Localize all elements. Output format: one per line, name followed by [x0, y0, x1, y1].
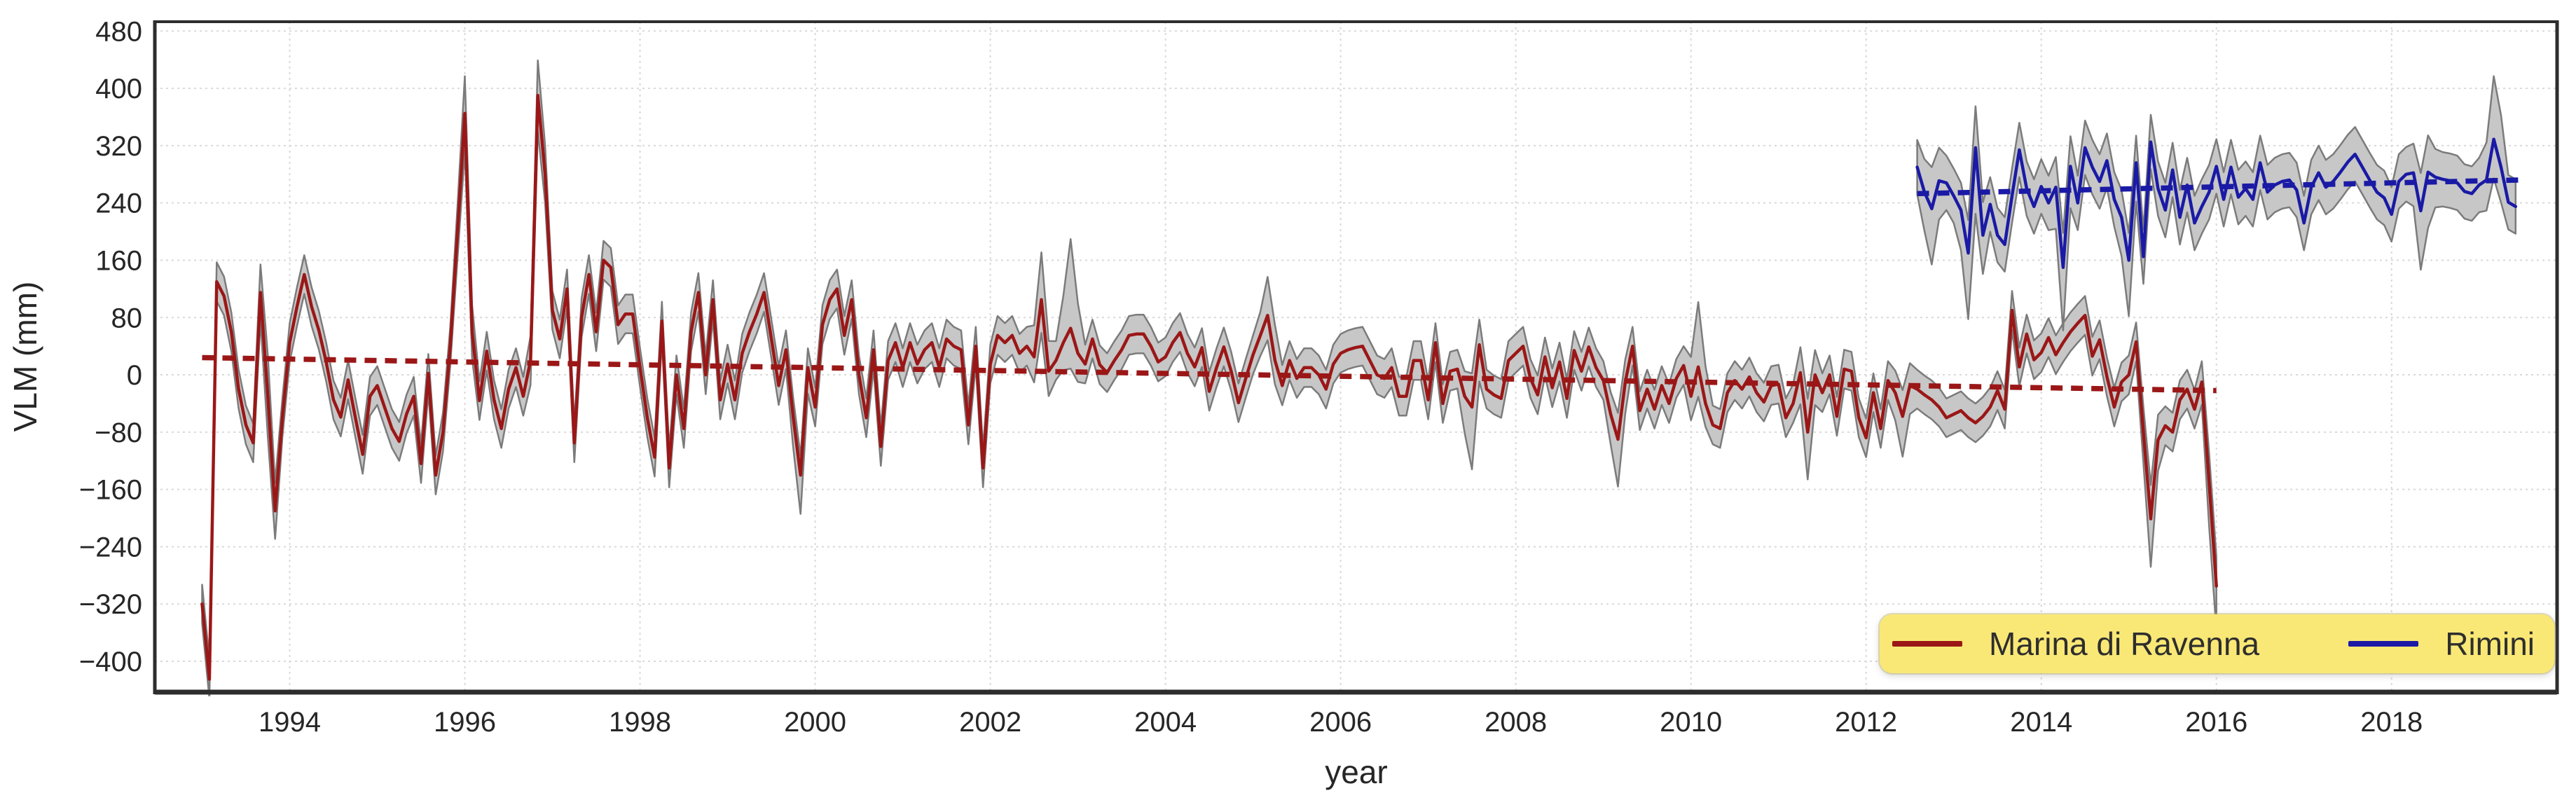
x-tick-label: 2016 — [2185, 707, 2247, 738]
x-tick-label: 2002 — [959, 707, 1021, 738]
x-axis-title: year — [1325, 754, 1387, 790]
x-tick-label: 2006 — [1309, 707, 1372, 738]
uncertainty-band-marina-di-ravenna — [201, 59, 2217, 696]
y-tick-label: 320 — [95, 131, 142, 162]
x-tick-label: 2000 — [784, 707, 846, 738]
legend-entry-marina-di-ravenna: Marina di Ravenna — [1892, 625, 2259, 663]
tick-label-layer: 480 400 320 240 160 80 0 −80 −160 −240 −320 −400 199… — [79, 16, 2423, 738]
y-tick-label: 0 — [127, 360, 142, 391]
y-tick-label: −240 — [79, 532, 142, 563]
y-axis-title: VLM (mm) — [7, 282, 43, 432]
legend-label-rimini: Rimini — [2445, 626, 2535, 662]
y-tick-label: 240 — [95, 188, 142, 219]
y-tick-label: −80 — [95, 418, 142, 448]
legend-entry-rimini: Rimini — [2348, 625, 2535, 663]
trend-line-marina-di-ravenna — [202, 354, 2217, 394]
legend: Marina di Ravenna Rimini — [1880, 614, 2554, 673]
x-tick-label: 1998 — [609, 707, 671, 738]
y-tick-label: 160 — [95, 245, 142, 276]
x-tick-label: 2008 — [1485, 707, 1547, 738]
y-tick-label: −400 — [79, 647, 142, 677]
x-tick-label: 1994 — [259, 707, 321, 738]
legend-label-marina-di-ravenna: Marina di Ravenna — [1989, 626, 2260, 662]
series-line-layer — [200, 94, 2518, 681]
series-line-rimini — [1915, 137, 2518, 269]
x-tick-label: 2010 — [1660, 707, 1722, 738]
uncertainty-band-rimini — [1916, 75, 2517, 331]
y-tick-label: 400 — [95, 74, 142, 104]
y-tick-label: −160 — [79, 475, 142, 506]
uncertainty-band-layer — [201, 59, 2517, 696]
x-tick-label: 2014 — [2010, 707, 2072, 738]
series-line-marina-di-ravenna — [200, 94, 2218, 681]
marina-di-ravenna-line-swatch — [1892, 641, 1962, 647]
trend-line-layer — [202, 177, 2519, 394]
x-tick-label: 2018 — [2360, 707, 2423, 738]
x-tick-label: 2012 — [1835, 707, 1897, 738]
x-tick-label: 2004 — [1134, 707, 1197, 738]
axes-frame — [153, 20, 2559, 695]
y-tick-label: −320 — [79, 589, 142, 620]
y-tick-label: 80 — [111, 303, 143, 333]
rimini-line-swatch — [2348, 641, 2419, 647]
y-tick-label: 480 — [95, 16, 142, 47]
x-tick-label: 1996 — [434, 707, 496, 738]
